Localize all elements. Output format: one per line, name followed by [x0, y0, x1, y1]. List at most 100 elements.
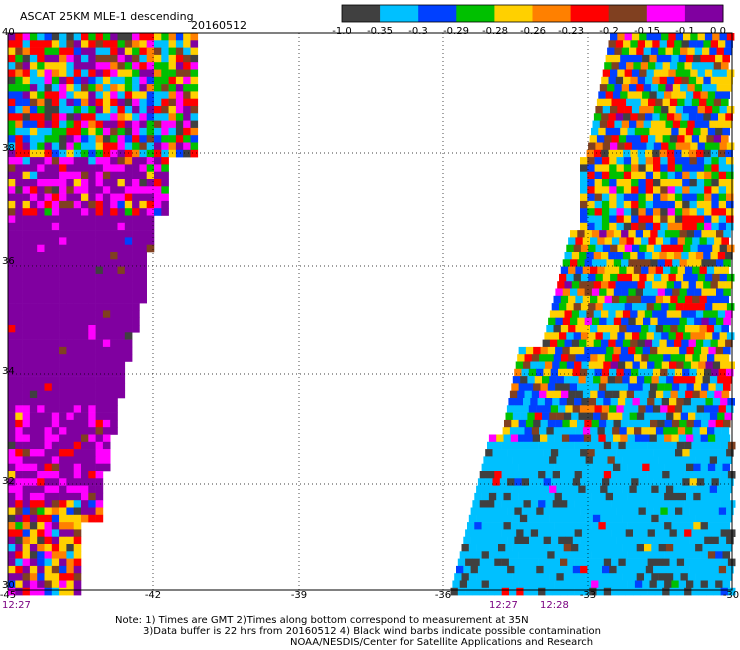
swath-cell — [696, 405, 705, 413]
swath-cell — [601, 405, 610, 413]
swath-cell — [44, 463, 53, 472]
swath-cell — [476, 514, 484, 523]
swath-cell — [704, 171, 712, 180]
swath-cell — [8, 405, 16, 413]
swath-cell — [73, 303, 82, 311]
swath-cell — [44, 398, 53, 406]
swath-cell — [616, 193, 625, 202]
swath-cell — [598, 91, 606, 99]
swath-cell — [88, 339, 96, 348]
swath-cell — [73, 317, 82, 326]
swath-cell — [456, 565, 464, 574]
swath-cell — [695, 281, 704, 289]
swath-cell — [168, 76, 177, 85]
swath-cell — [577, 230, 585, 238]
swath-cell — [664, 383, 673, 391]
swath-cell — [29, 383, 38, 391]
swath-cell — [139, 200, 147, 209]
swath-cell — [543, 507, 552, 516]
swath-cell — [487, 529, 495, 537]
swath-cell — [599, 288, 607, 297]
swath-cell — [689, 222, 698, 231]
swath-cell — [110, 339, 118, 348]
swath-cell — [552, 471, 561, 479]
swath-cell — [22, 259, 31, 267]
swath-cell — [124, 288, 133, 297]
swath-cell — [15, 332, 23, 340]
swath-cell — [699, 427, 708, 435]
swath-cell — [66, 259, 74, 267]
swath-cell — [721, 62, 729, 70]
swath-cell — [644, 339, 653, 348]
swath-cell — [725, 281, 733, 289]
colorbar-swatch — [380, 5, 419, 22]
swath-cell — [139, 135, 147, 143]
swath-cell — [8, 398, 16, 406]
swath-cell — [15, 339, 23, 348]
swath-cell — [37, 419, 45, 428]
swath-cell — [678, 434, 687, 443]
swath-cell — [117, 354, 126, 362]
swath-cell — [650, 230, 658, 238]
swath-cell — [81, 215, 89, 224]
swath-cell — [626, 325, 635, 333]
swath-cell — [81, 507, 89, 516]
swath-cell — [652, 339, 660, 348]
time-label: 12:27 — [489, 600, 518, 611]
swath-cell — [599, 230, 607, 238]
swath-cell — [640, 62, 649, 70]
swath-cell — [721, 266, 729, 275]
swath-cell — [44, 332, 53, 340]
swath-cell — [603, 361, 611, 370]
swath-cell — [88, 230, 96, 238]
swath-cell — [617, 106, 625, 114]
swath-cell — [529, 478, 537, 486]
swath-cell — [124, 91, 133, 99]
swath-cell — [37, 529, 45, 537]
swath-cell — [59, 463, 67, 472]
swath-cell — [15, 441, 23, 450]
swath-cell — [676, 441, 685, 450]
swath-cell — [44, 266, 53, 275]
swath-cell — [602, 106, 611, 114]
swath-cell — [573, 303, 582, 311]
swath-cell — [694, 317, 702, 326]
swath-cell — [8, 40, 16, 48]
swath-cell — [718, 164, 727, 172]
swath-cell — [494, 441, 502, 450]
swath-cell — [605, 54, 614, 63]
swath-cell — [468, 573, 477, 581]
swath-cell — [587, 565, 595, 574]
swath-cell — [560, 266, 569, 275]
swath-cell — [626, 390, 635, 399]
swath-cell — [37, 230, 45, 238]
swath-cell — [66, 419, 74, 428]
swath-cell — [686, 288, 695, 297]
swath-cell — [620, 346, 629, 355]
swath-cell — [540, 383, 549, 391]
swath-cell — [51, 565, 60, 574]
swath-cell — [594, 215, 603, 224]
swath-cell — [117, 376, 126, 384]
swath-cell — [73, 449, 82, 457]
swath-cell — [707, 127, 716, 136]
swath-cell — [597, 237, 605, 245]
swath-cell — [102, 346, 111, 355]
swath-cell — [499, 449, 508, 457]
swath-cell — [709, 47, 717, 56]
swath-cell — [715, 492, 723, 501]
swath-cell — [720, 558, 729, 567]
swath-cell — [707, 434, 716, 443]
swath-cell — [132, 288, 140, 297]
swath-cell — [15, 536, 23, 545]
swath-cell — [51, 478, 60, 486]
swath-cell — [642, 54, 650, 63]
swath-cell — [124, 266, 133, 275]
swath-cell — [110, 376, 118, 384]
swath-cell — [533, 419, 541, 428]
swath-cell — [635, 419, 643, 428]
swath-cell — [51, 536, 60, 545]
swath-cell — [671, 54, 679, 63]
swath-cell — [712, 303, 720, 311]
swath-cell — [665, 544, 674, 552]
